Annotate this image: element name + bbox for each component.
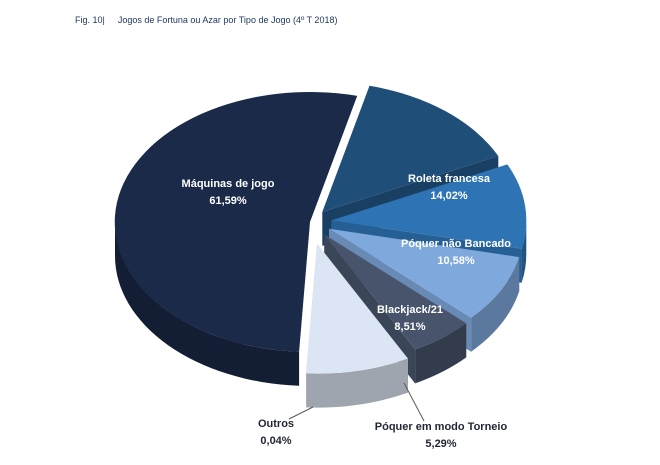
slice-value-outros: 0,04% [260, 435, 291, 447]
pie-slice-maquinas-de-jogo [114, 91, 358, 352]
leader-line-poquer-em-modo-torneio [403, 382, 425, 422]
pie-rim-outros [306, 358, 408, 408]
figure-header: Fig. 10| Jogos de Fortuna ou Azar por Ti… [75, 16, 337, 25]
slice-value-roleta-francesa: 14,02% [430, 190, 468, 202]
pie-slice-poquer-nao-bancado [331, 164, 527, 249]
leader-line-outros [288, 406, 314, 420]
pie-slice-poquer-em-modo-torneio [324, 234, 467, 350]
pie-rim-poquer-em-modo-torneio [415, 323, 467, 384]
slice-value-poquer-em-modo-torneio: 5,29% [425, 438, 456, 450]
pie-rim-poquer-nao-bancado [521, 220, 527, 283]
slice-value-poquer-nao-bancado: 10,58% [437, 255, 475, 267]
pie-slice-outros [306, 243, 408, 374]
pie-rim-blackjack-21 [471, 257, 520, 352]
pie-slice-roleta-francesa [322, 85, 499, 212]
slice-label-roleta-francesa: Roleta francesa [408, 173, 491, 185]
pie-rim-maquinas-de-jogo [115, 222, 300, 386]
slice-label-maquinas-de-jogo: Máquinas de jogo [182, 178, 275, 190]
slice-value-blackjack-21: 8,51% [394, 321, 425, 333]
figure-number: Fig. 10| [75, 15, 105, 25]
slice-label-blackjack-21: Blackjack/21 [377, 304, 443, 316]
slice-label-poquer-em-modo-torneio: Póquer em modo Torneio [375, 421, 508, 433]
slice-value-maquinas-de-jogo: 61,59% [209, 195, 247, 207]
slice-label-poquer-nao-bancado: Póquer não Bancado [401, 238, 511, 250]
slice-label-outros: Outros [258, 418, 294, 430]
figure-title: Jogos de Fortuna ou Azar por Tipo de Jog… [117, 15, 338, 25]
pie-slice-blackjack-21 [329, 228, 520, 318]
